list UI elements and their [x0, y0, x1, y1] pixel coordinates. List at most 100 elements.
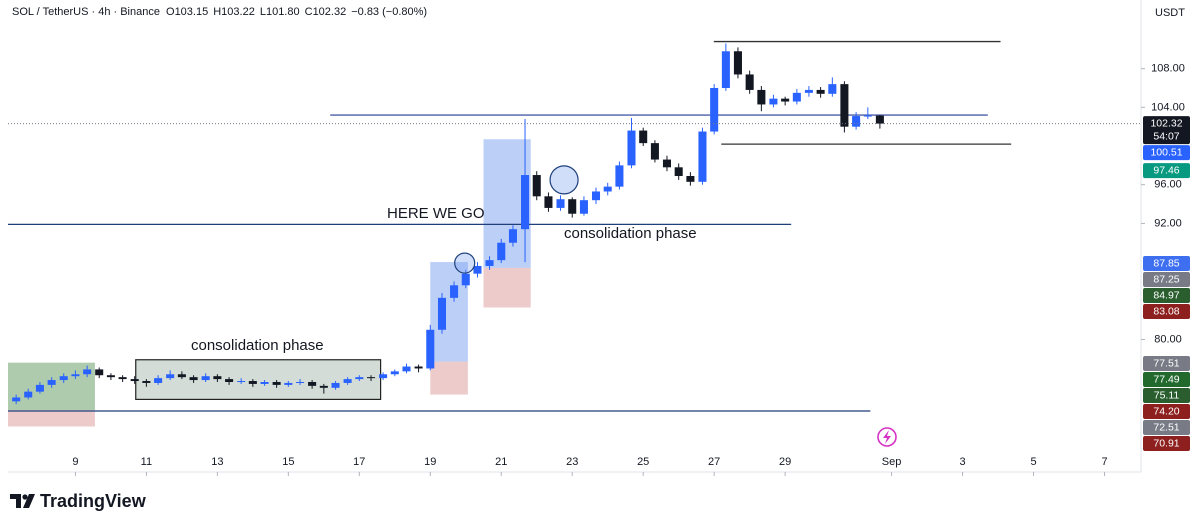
candle-body [816, 89, 825, 94]
price-tag-label: 83.08 [1153, 305, 1179, 317]
candle-body [745, 74, 754, 90]
price-tag-label: 72.51 [1153, 421, 1179, 433]
quote-key: O [166, 6, 175, 18]
candle-body [319, 385, 328, 388]
price-tag [1143, 145, 1190, 161]
candle-body [804, 89, 813, 93]
candle-body [189, 377, 198, 381]
candle-body [118, 377, 127, 380]
candle-body [71, 374, 80, 377]
quote: O103.15 H103.22 L101.80 C102.32 −0.83 (−0.80… [166, 6, 427, 18]
candle-body [414, 366, 423, 369]
candle-body [296, 381, 305, 383]
price-tag [1143, 420, 1190, 436]
candle-body [698, 131, 707, 182]
candle-body [686, 176, 695, 182]
candle-body [426, 329, 435, 369]
candle-body [83, 369, 92, 375]
x-tick-label: 9 [72, 456, 78, 468]
quote-value: 101.80 [266, 6, 300, 18]
y-tick-label: 104.00 [1151, 101, 1185, 113]
price-tag [1143, 116, 1190, 145]
circle-marker [454, 252, 476, 274]
candle-body [95, 369, 104, 376]
y-tick-label: 108.00 [1151, 63, 1185, 75]
y-tick-label: 80.00 [1154, 333, 1182, 345]
circle-marker [549, 165, 579, 195]
quote-key: C [305, 6, 313, 18]
x-tick-label: 11 [141, 456, 152, 468]
candle-body [863, 115, 872, 117]
candle-body [47, 380, 56, 385]
zone [430, 361, 468, 395]
brand-logo[interactable]: TradingView [10, 491, 147, 511]
price-tag [1143, 436, 1190, 452]
candle-body [733, 51, 742, 75]
price-tag [1143, 288, 1190, 304]
currency: USDT [1155, 7, 1185, 19]
candle-body [142, 381, 151, 383]
candle-body [308, 381, 317, 386]
replay-icon[interactable] [877, 427, 897, 447]
candle-body [237, 381, 246, 383]
candle-body [650, 143, 659, 160]
annotation: consolidation phase [191, 337, 324, 354]
candle-body [497, 242, 506, 261]
candle-body [627, 130, 636, 166]
candle-body [769, 98, 778, 105]
zone [430, 262, 468, 362]
price-tag [1143, 256, 1190, 272]
candle-body [35, 384, 44, 392]
candle-body [130, 379, 139, 382]
candles [12, 43, 884, 405]
price-tag-label: 97.46 [1153, 164, 1179, 176]
brand: TradingView [40, 491, 147, 511]
x-tick-label: 29 [779, 456, 791, 468]
price-tag-label: 75.11 [1154, 389, 1180, 401]
candle-body [532, 175, 541, 197]
candle-body [24, 391, 33, 398]
zones [8, 139, 531, 427]
candle-body [757, 89, 766, 105]
x-tick-label: 23 [566, 456, 578, 468]
price-tag-label: 87.25 [1153, 273, 1179, 285]
candle-body [662, 159, 671, 168]
candle-body [355, 377, 364, 380]
candle-body [721, 51, 730, 89]
candle-body [461, 273, 470, 286]
candle-body [177, 374, 186, 378]
price-tag [1143, 304, 1190, 320]
overlay [8, 123, 1141, 274]
y-tick-label: 92.00 [1154, 217, 1182, 229]
x-tick-label: 7 [1101, 456, 1107, 468]
price-tag-label: 77.49 [1153, 373, 1179, 385]
candle-body [59, 376, 68, 381]
quote-value: 103.22 [221, 6, 255, 18]
candle-body [591, 191, 601, 201]
candle-body [579, 200, 588, 214]
quote-value: 102.32 [313, 6, 347, 18]
x-tick-label: 19 [424, 456, 436, 468]
candle-body [225, 379, 234, 382]
candle-body [556, 199, 565, 208]
candle-body [781, 98, 790, 102]
zone [8, 410, 95, 427]
candle-body [828, 84, 837, 94]
candle-body [639, 130, 648, 144]
candle-body [568, 199, 577, 214]
x-tick-label: 13 [211, 456, 223, 468]
candle-body [331, 382, 340, 388]
candle-body [379, 374, 388, 379]
candle-body [674, 167, 683, 177]
price-tag-label: 87.85 [1153, 257, 1179, 269]
candle-body [710, 88, 719, 132]
x-tick-label: 25 [637, 456, 649, 468]
candle-body [437, 297, 447, 330]
price-tag-label: 84.97 [1153, 289, 1179, 301]
candle-body [366, 377, 376, 379]
candle-body [260, 381, 269, 384]
price-tag-label: 74.20 [1153, 405, 1179, 417]
annotation: HERE WE GO [387, 205, 485, 222]
candle-body [154, 378, 163, 383]
